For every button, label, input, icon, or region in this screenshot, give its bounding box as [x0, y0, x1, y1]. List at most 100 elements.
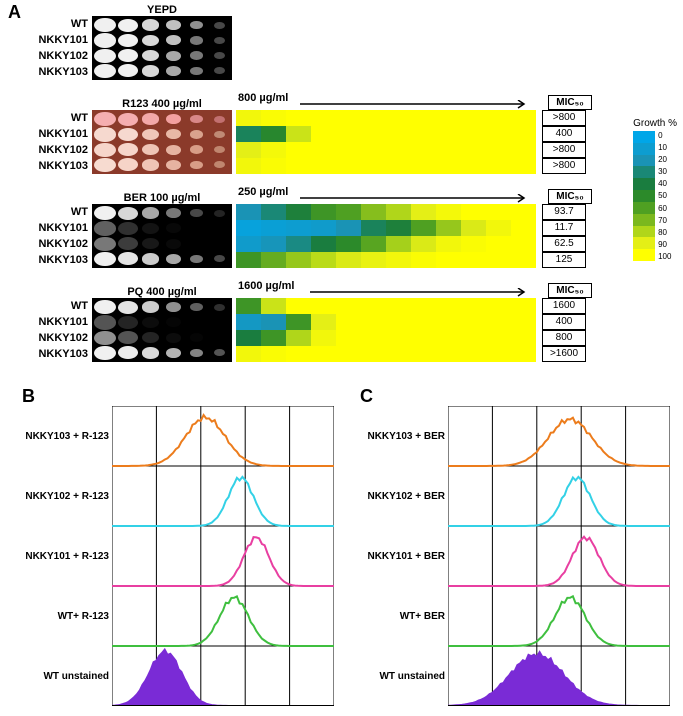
heatmap-cell [436, 220, 461, 236]
spot-plate-yepd [92, 16, 232, 80]
spot [142, 238, 159, 249]
heatmap-cell [386, 142, 411, 158]
heatmap-cell [336, 346, 361, 362]
heatmap-cell [386, 110, 411, 126]
spot [214, 37, 225, 44]
strain-label: NKKY101 [32, 128, 92, 140]
heatmap-cell [386, 252, 411, 268]
histogram-label: NKKY101 + BER [348, 551, 448, 562]
histogram-curve [448, 652, 670, 706]
heatmap-cell [261, 346, 286, 362]
heatmap-cell [436, 204, 461, 220]
legend-segment [633, 178, 655, 190]
spot [142, 144, 159, 155]
heatmap-cell [236, 142, 261, 158]
heatmap-cell [511, 236, 536, 252]
spot [214, 240, 225, 247]
legend-tick: 40 [658, 179, 671, 188]
heatmap-cell [486, 220, 511, 236]
spot [190, 130, 203, 139]
spot [142, 207, 159, 218]
heatmap-cell [436, 126, 461, 142]
spot [118, 301, 138, 314]
heatmap-cell [261, 158, 286, 174]
strain-label: WT [32, 112, 92, 124]
spot [94, 158, 116, 172]
heatmap-cell [286, 314, 311, 330]
heatmap-cell [386, 126, 411, 142]
histogram-label: NKKY102 + BER [348, 491, 448, 502]
heatmap-cell [336, 220, 361, 236]
heatmap-cell [361, 330, 386, 346]
spot [94, 331, 116, 345]
heatmap-cell [436, 142, 461, 158]
spot [214, 304, 225, 311]
heatmap-cell [261, 330, 286, 346]
heatmap-cell [511, 220, 536, 236]
heatmap-cell [486, 252, 511, 268]
legend-segment [633, 214, 655, 226]
heatmap-cell [436, 346, 461, 362]
heatmap-cell [286, 298, 311, 314]
heatmap-cell [486, 346, 511, 362]
spot [118, 158, 138, 171]
heatmap-cell [511, 142, 536, 158]
heatmap-cell [486, 158, 511, 174]
heatmap-cell [486, 204, 511, 220]
heatmap-cell [511, 346, 536, 362]
heatmap-cell [286, 142, 311, 158]
strain-label: NKKY103 [32, 254, 92, 266]
mic-value: >1600 [542, 346, 586, 362]
heatmap-cell [411, 314, 436, 330]
spot [94, 206, 116, 220]
heatmap-cell [361, 236, 386, 252]
histogram-curve [112, 596, 334, 646]
spot [214, 255, 225, 262]
heatmap-cell [486, 236, 511, 252]
heatmap-cell [511, 252, 536, 268]
spot [190, 349, 203, 358]
heatmap-cell [311, 158, 336, 174]
spot [118, 49, 138, 62]
spot [166, 114, 181, 124]
strain-label: NKKY102 [32, 332, 92, 344]
spot [142, 159, 159, 170]
heatmap-cell [361, 110, 386, 126]
heatmap-cell [286, 126, 311, 142]
colorscale-labels: 0102030405060708090100 [658, 131, 671, 261]
ber-arrow-label: 250 µg/ml [238, 186, 288, 198]
spot [94, 49, 116, 63]
panel-label-c: C [360, 386, 373, 407]
heatmap-cell [361, 158, 386, 174]
panel-label-a: A [8, 2, 21, 23]
heatmap-ber [236, 204, 536, 268]
yepd-title: YEPD [92, 4, 232, 16]
spot [94, 143, 116, 157]
histogram-curve [112, 415, 334, 466]
heatmap-cell [236, 110, 261, 126]
heatmap-cell [336, 236, 361, 252]
spot [214, 225, 225, 232]
spot [214, 52, 225, 59]
strain-label: NKKY103 [32, 348, 92, 360]
heatmap-cell [311, 236, 336, 252]
legend-segment [633, 237, 655, 249]
heatmap-cell [436, 330, 461, 346]
legend-segment [633, 131, 655, 143]
heatmap-cell [236, 346, 261, 362]
spot [118, 222, 138, 235]
heatmap-cell [386, 204, 411, 220]
spot [214, 210, 225, 217]
heatmap-cell [436, 314, 461, 330]
spot [190, 36, 203, 45]
heatmap-cell [311, 110, 336, 126]
legend-tick: 0 [658, 131, 671, 140]
strain-label: NKKY101 [32, 316, 92, 328]
histogram-curve [448, 418, 670, 466]
spot [190, 21, 203, 30]
spot [118, 252, 138, 265]
spot-plate-ber [92, 204, 232, 268]
heatmap-cell [336, 142, 361, 158]
histogram-label: WT unstained [348, 671, 448, 682]
heatmap-cell [311, 204, 336, 220]
